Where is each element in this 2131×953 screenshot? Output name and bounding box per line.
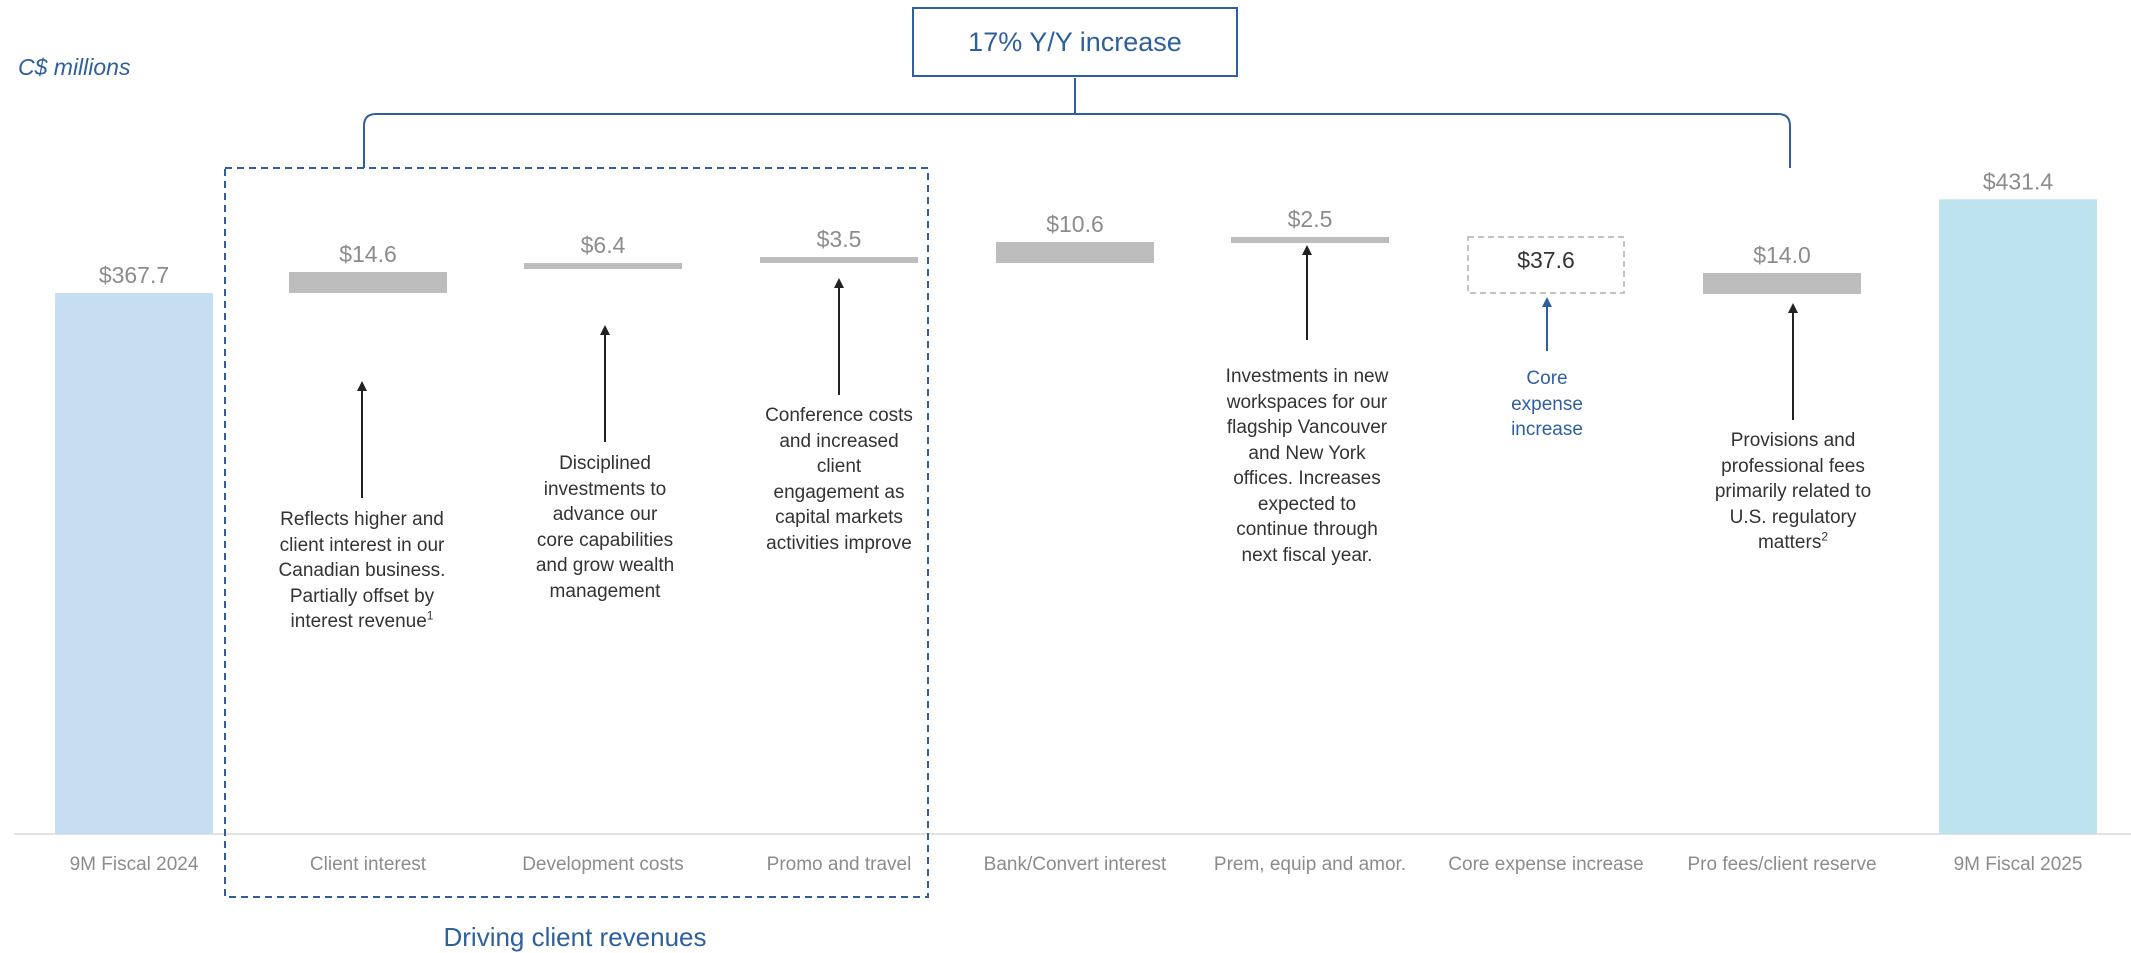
value-label-pro-fees-client-reserve: $14.0 <box>1753 242 1811 268</box>
category-label-prem-equip-and-amor: Prem, equip and amor. <box>1214 854 1406 875</box>
category-label-client-interest: Client interest <box>310 854 427 875</box>
annotation-line: professional fees <box>1721 455 1865 477</box>
annotation-line: Provisions and <box>1730 430 1856 451</box>
annotation-line: expense <box>1511 393 1583 415</box>
annotation-line: flagship Vancouver <box>1226 417 1388 438</box>
category-label-9m-fiscal-2024: 9M Fiscal 2024 <box>70 854 199 875</box>
headline-box: 17% Y/Y increase <box>912 7 1238 77</box>
annotation-line: Disciplined <box>559 453 651 474</box>
chart-decorations <box>14 78 2131 898</box>
bar-client-interest <box>289 272 447 293</box>
bar-development-costs <box>524 263 682 269</box>
category-label-bank-convert-interest: Bank/Convert interest <box>984 854 1167 875</box>
annotation-pro-fees-client-reserve: Provisions and professional fees primarily… <box>1698 428 1888 556</box>
value-label-bank-convert-interest: $10.6 <box>1046 211 1104 237</box>
annotation-line: next fiscal year. <box>1241 544 1373 566</box>
labels-layer: $367.7 9M Fiscal 2024 $14.6 Client interest… <box>70 168 2083 875</box>
annotation-client-interest: Reflects higher and client interest in ou… <box>267 507 457 635</box>
footnote-marker: 1 <box>426 608 434 623</box>
annotation-line: and New York <box>1248 442 1366 464</box>
annotation-line: management <box>549 580 661 602</box>
annotation-line: activities improve <box>766 532 912 554</box>
bar-prem-equip-and-amor <box>1231 237 1389 243</box>
category-label-pro-fees-client-reserve: Pro fees/client reserve <box>1687 854 1876 875</box>
annotation-line: Investments in new <box>1225 366 1389 387</box>
annotation-line: investments to <box>543 478 667 500</box>
bar-9m-fiscal-2025 <box>1939 199 2097 834</box>
annotation-line: offices. Increases <box>1233 468 1381 489</box>
value-label-development-costs: $6.4 <box>581 232 626 258</box>
annotation-line: interest revenue1 <box>290 608 434 632</box>
annotation-line: U.S. regulatory <box>1729 506 1857 528</box>
annotation-line: increase <box>1511 419 1583 440</box>
annotation-line: matters2 <box>1757 529 1829 553</box>
annotation-line: engagement as <box>773 481 905 503</box>
annotation-line: advance our <box>552 504 658 525</box>
bars-layer <box>55 199 2097 834</box>
category-label-core-expense-increase: Core expense increase <box>1448 854 1643 875</box>
annotation-line: continue through <box>1236 519 1378 540</box>
annotation-prem-equip-and-amor: Investments in new workspaces for our flag… <box>1212 364 1402 568</box>
group-label: Driving client revenues <box>443 922 707 952</box>
subtotal-box-core-expense-increase <box>1467 236 1625 294</box>
annotation-line: core capabilities <box>536 529 674 551</box>
category-label-9m-fiscal-2025: 9M Fiscal 2025 <box>1954 854 2083 875</box>
value-label-9m-fiscal-2024: $367.7 <box>99 262 169 288</box>
annotation-line: Partially offset by <box>289 585 435 607</box>
annotation-line: Reflects higher and <box>280 509 444 530</box>
value-label-prem-equip-and-amor: $2.5 <box>1288 206 1333 232</box>
annotation-line: Conference costs <box>765 405 913 426</box>
annotation-line: Canadian business. <box>278 560 446 581</box>
annotation-line: expected to <box>1257 493 1357 515</box>
value-label-9m-fiscal-2025: $431.4 <box>1983 168 2054 194</box>
annotation-line: primarily related to <box>1714 481 1872 502</box>
value-label-client-interest: $14.6 <box>339 241 397 267</box>
annotation-promo-and-travel: Conference costs and increased client engag… <box>744 403 934 556</box>
bar-pro-fees-client-reserve <box>1703 273 1861 294</box>
bar-promo-and-travel <box>760 257 918 263</box>
bar-9m-fiscal-2024 <box>55 293 213 834</box>
annotation-line: and grow wealth <box>535 555 675 576</box>
annotation-line: Core <box>1526 368 1568 389</box>
headline-bracket <box>363 78 1791 168</box>
category-label-promo-and-travel: Promo and travel <box>767 854 912 875</box>
annotation-line: capital markets <box>775 507 903 528</box>
annotation-line: and increased <box>779 430 899 452</box>
group-box-client-revenues <box>224 167 929 898</box>
annotation-line: client interest in our <box>279 534 445 556</box>
value-label-promo-and-travel: $3.5 <box>817 226 862 252</box>
annotation-line: client <box>816 456 862 477</box>
unit-label: C$ millions <box>18 54 131 80</box>
footnote-marker: 2 <box>1821 529 1829 544</box>
annotation-core-expense-increase: Core expense increase <box>1452 366 1642 443</box>
bar-bank-convert-interest <box>996 242 1154 263</box>
headline-text: 17% Y/Y increase <box>968 26 1182 57</box>
value-label-core-expense-increase: $37.6 <box>1517 247 1575 273</box>
annotation-line: workspaces for our <box>1226 391 1388 413</box>
annotation-development-costs: Disciplined investments to advance our core… <box>510 451 700 604</box>
category-label-development-costs: Development costs <box>522 854 684 875</box>
